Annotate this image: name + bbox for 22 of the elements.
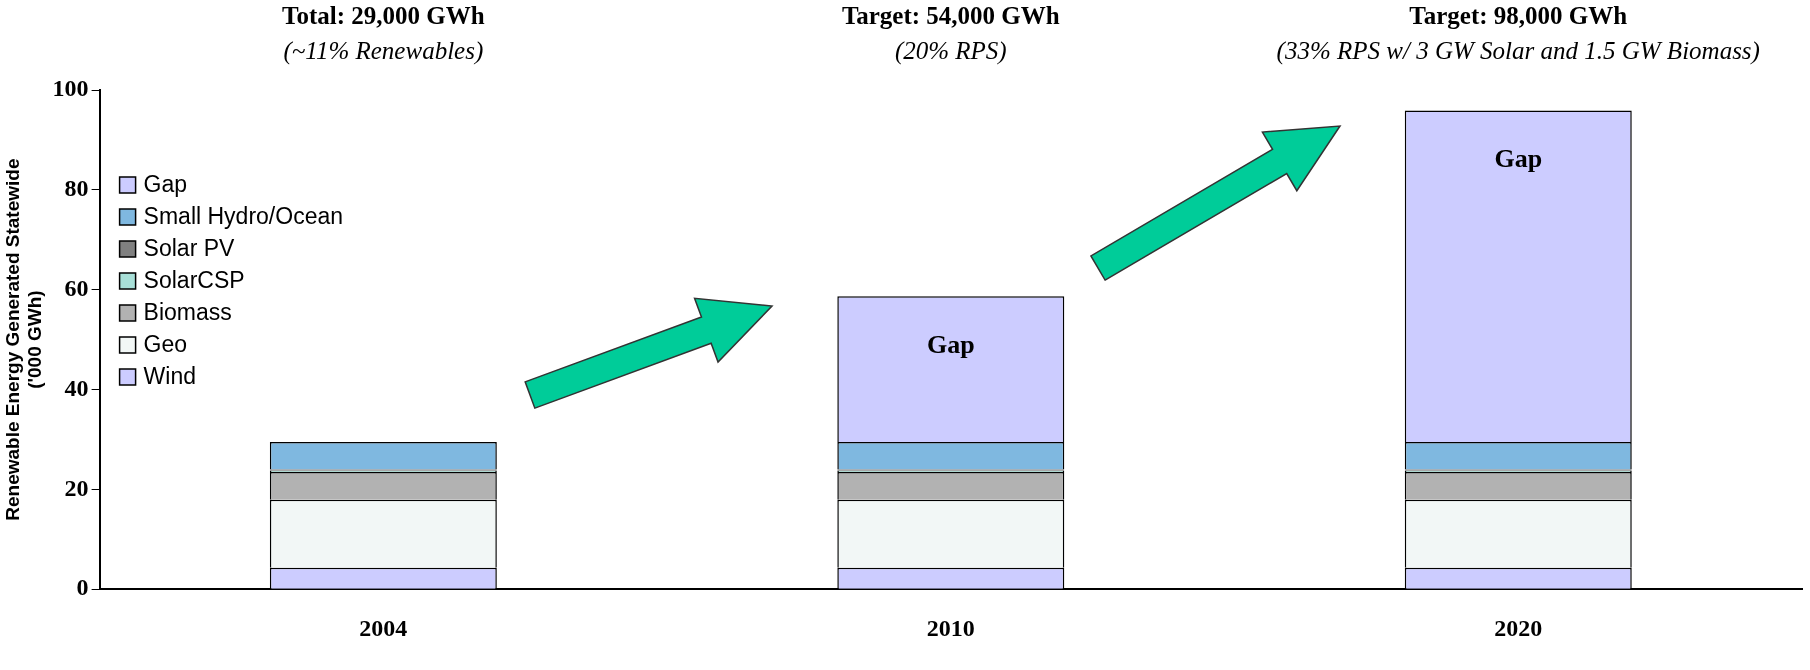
text: Target: 98,000 GWh (33% RPS w/ 3 GW Solar and 1.5 GW Biomass) (1276, 2, 1760, 65)
y-tick-label: 40 (64, 374, 89, 401)
y-tick-label: 0 (76, 574, 89, 601)
y-tick-label: 20 (64, 474, 89, 501)
x-tick-label: 2020 (1494, 614, 1543, 641)
legend-label: Wind (143, 363, 197, 390)
legend-label: Gap (143, 171, 188, 198)
y-tick-label: 80 (64, 175, 89, 202)
text: Target: 54,000 GWh (20% RPS) (841, 2, 1060, 65)
annotation: Gap (926, 329, 975, 359)
legend-label: Solar PV (143, 235, 236, 262)
legend-label: Small Hydro/Ocean (143, 203, 344, 230)
x-tick-label: 2010 (926, 614, 975, 641)
text: Total: 29,000 GWh (~11% Renewables) (282, 2, 485, 65)
legend-label: Geo (143, 331, 188, 358)
legend-label: SolarCSP (143, 267, 245, 294)
legend-label: Biomass (143, 299, 232, 326)
annotation: Gap (1494, 144, 1543, 174)
y-axis-title: Renewable Energy Generated Statewide ('000 GWh) (1, 158, 46, 521)
y-tick-label: 60 (64, 274, 89, 301)
y-tick-label: 100 (52, 75, 89, 102)
x-tick-label: 2004 (359, 614, 408, 641)
